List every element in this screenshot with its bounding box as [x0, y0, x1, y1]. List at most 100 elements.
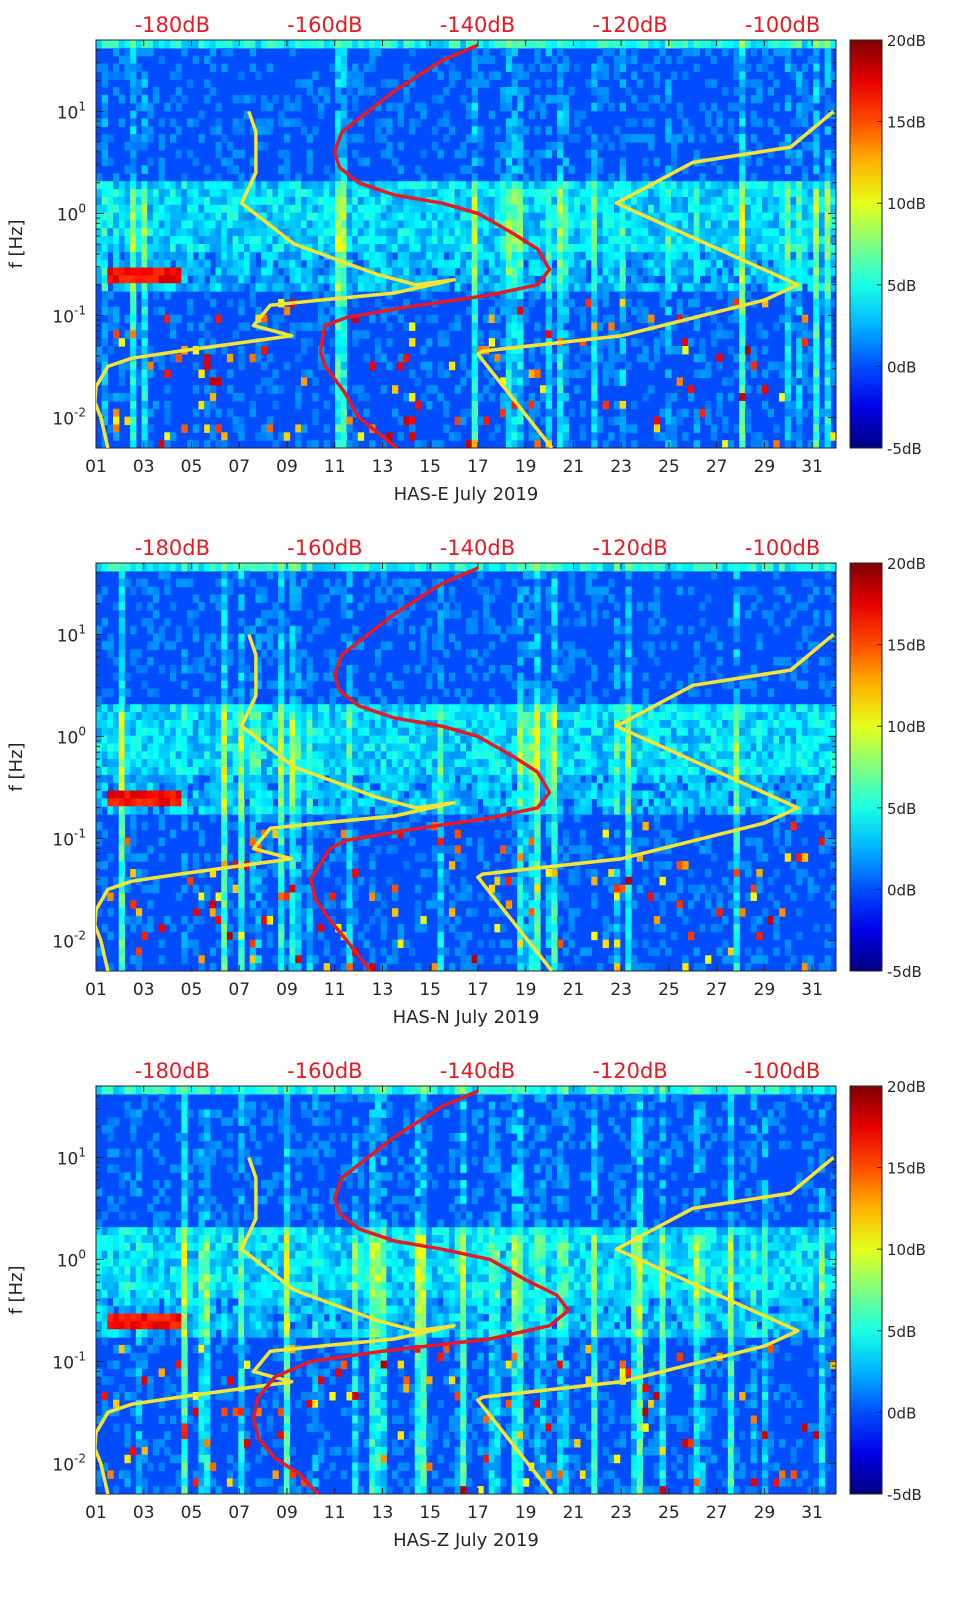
- spectrogram-cell: [790, 213, 796, 221]
- spectrogram-cell: [107, 424, 113, 432]
- spectrogram-cell: [142, 791, 148, 799]
- spectrogram-cell: [557, 173, 563, 181]
- spectrogram-cell: [233, 166, 239, 174]
- spectrogram-cell: [563, 189, 569, 197]
- spectrogram-cell: [466, 189, 472, 197]
- spectrogram-cell: [688, 393, 694, 401]
- colorbar: [850, 40, 882, 448]
- spectrogram-cell: [500, 181, 506, 189]
- spectrogram-cell: [699, 283, 705, 291]
- spectrogram-cell: [278, 563, 284, 571]
- spectrogram-cell: [250, 767, 256, 775]
- spectrogram-cell: [460, 377, 466, 385]
- spectrogram-cell: [682, 126, 688, 134]
- spectrogram-cell: [238, 955, 244, 963]
- spectrogram-cell: [284, 291, 290, 299]
- spectrogram-cell: [420, 440, 426, 448]
- spectrogram-cell: [472, 228, 478, 236]
- spectrogram-cell: [187, 579, 193, 587]
- spectrogram-cell: [159, 791, 165, 799]
- spectrogram-cell: [802, 79, 808, 87]
- spectrogram-cell: [813, 385, 819, 393]
- spectrogram-cell: [164, 385, 170, 393]
- spectrogram-cell: [591, 64, 597, 72]
- spectrogram-cell: [637, 338, 643, 346]
- spectrogram-cell: [278, 618, 284, 626]
- spectrogram-cell: [660, 268, 666, 276]
- spectrogram-cell: [261, 424, 267, 432]
- spectrogram-cell: [136, 103, 142, 111]
- spectrogram-cell: [364, 87, 370, 95]
- spectrogram-cell: [301, 908, 307, 916]
- spectrogram-cell: [523, 228, 529, 236]
- spectrogram-cell: [420, 393, 426, 401]
- spectrogram-cell: [290, 743, 296, 751]
- spectrogram-cell: [147, 40, 153, 48]
- spectrogram-cell: [398, 268, 404, 276]
- spectrogram-cell: [642, 197, 648, 205]
- spectrogram-cell: [739, 346, 745, 354]
- spectrogram-cell: [568, 330, 574, 338]
- spectrogram-cell: [113, 759, 119, 767]
- spectrogram-cell: [176, 205, 182, 213]
- spectrogram-cell: [512, 197, 518, 205]
- spectrogram-cell: [130, 853, 136, 861]
- spectrogram-cell: [745, 40, 751, 48]
- spectrogram-cell: [534, 48, 540, 56]
- spectrogram-cell: [233, 283, 239, 291]
- spectrogram-cell: [739, 142, 745, 150]
- spectrogram-cell: [124, 252, 130, 260]
- spectrogram-cell: [147, 409, 153, 417]
- spectrogram-cell: [130, 830, 136, 838]
- spectrogram-cell: [620, 322, 626, 330]
- spectrogram-cell: [221, 696, 227, 704]
- spectrogram-cell: [620, 424, 626, 432]
- spectrogram-cell: [210, 213, 216, 221]
- spectrogram-cell: [682, 220, 688, 228]
- spectrogram-cell: [603, 377, 609, 385]
- spectrogram-cell: [227, 299, 233, 307]
- spectrogram-cell: [227, 940, 233, 948]
- spectrogram-cell: [591, 393, 597, 401]
- spectrogram-cell: [534, 95, 540, 103]
- spectrogram-cell: [124, 330, 130, 338]
- spectrogram-cell: [716, 213, 722, 221]
- spectrogram-cell: [825, 432, 831, 440]
- spectrogram-cell: [113, 798, 119, 806]
- spectrogram-cell: [819, 87, 825, 95]
- spectrogram-cell: [307, 845, 313, 853]
- spectrogram-cell: [193, 197, 199, 205]
- spectrogram-cell: [517, 220, 523, 228]
- spectrogram-cell: [483, 197, 489, 205]
- spectrogram-cell: [637, 228, 643, 236]
- spectrogram-cell: [221, 634, 227, 642]
- spectrogram-cell: [159, 275, 165, 283]
- spectrogram-cell: [181, 244, 187, 252]
- spectrogram-cell: [170, 268, 176, 276]
- spectrogram-cell: [272, 370, 278, 378]
- spectrogram-cell: [107, 736, 113, 744]
- spectrogram-cell: [546, 173, 552, 181]
- spectrogram-cell: [540, 181, 546, 189]
- top-axis-label: -160dB: [287, 13, 362, 37]
- spectrogram-cell: [170, 275, 176, 283]
- spectrogram-cell: [324, 181, 330, 189]
- spectrogram-cell: [290, 641, 296, 649]
- spectrogram-cell: [147, 205, 153, 213]
- spectrogram-cell: [119, 947, 125, 955]
- spectrogram-cell: [631, 48, 637, 56]
- spectrogram-cell: [198, 213, 204, 221]
- spectrogram-cell: [210, 370, 216, 378]
- spectrogram-cell: [181, 743, 187, 751]
- spectrogram-cell: [261, 126, 267, 134]
- spectrogram-cell: [346, 268, 352, 276]
- spectrogram-cell: [136, 322, 142, 330]
- spectrogram-cell: [489, 268, 495, 276]
- spectrogram-cell: [96, 275, 102, 283]
- spectrogram-cell: [779, 252, 785, 260]
- spectrogram-cell: [255, 743, 261, 751]
- spectrogram-cell: [312, 626, 318, 634]
- spectrogram-cell: [722, 283, 728, 291]
- spectrogram-cell: [534, 40, 540, 48]
- spectrogram-cell: [500, 354, 506, 362]
